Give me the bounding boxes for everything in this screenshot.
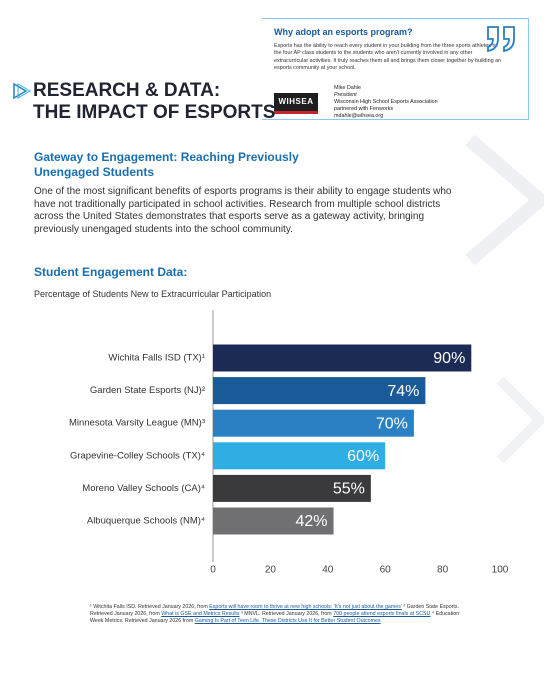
- attribution-line: Mike Dahle: [334, 85, 361, 91]
- section-heading: Student Engagement Data:: [34, 265, 188, 279]
- x-tick-label: 20: [265, 565, 277, 576]
- footnote-link[interactable]: Gaming Is Part of Teen Life. These Distr…: [194, 618, 381, 624]
- bar: [213, 474, 371, 502]
- footnote-text: ¹ Witchita Falls ISD. Retrieved January …: [90, 604, 210, 610]
- value-label: 90%: [433, 350, 465, 367]
- value-label: 60%: [347, 448, 379, 465]
- quote-body: Esports has the ability to reach every s…: [274, 43, 502, 72]
- x-tick-label: 60: [380, 565, 392, 576]
- attribution-line: President: [334, 92, 357, 98]
- value-label: 74%: [387, 383, 419, 400]
- chart-title: Percentage of Students New to Extracurri…: [34, 289, 272, 299]
- category-label: Albuquerque Schools (NM)⁴: [87, 516, 205, 527]
- section-heading: Gateway to Engagement: Reaching Previous…: [34, 150, 299, 179]
- value-label: 55%: [333, 481, 365, 498]
- footnote-text: ² Garden State Esports. Retrieved Januar…: [90, 604, 460, 617]
- bar: [213, 377, 426, 405]
- value-label: 42%: [296, 513, 328, 530]
- quote-icon: [487, 26, 515, 53]
- footnote-link[interactable]: What is GSE and Metrics Results: [161, 611, 240, 617]
- category-label: Minnesota Varsity League (MN)³: [69, 418, 205, 429]
- footnote-link[interactable]: Esports will have room to thrive at new …: [209, 604, 402, 610]
- footnotes: ¹ Witchita Falls ISD. Retrieved January …: [90, 604, 462, 625]
- footnote-link[interactable]: 700 people attend esports finals at SCSU: [333, 611, 431, 617]
- bar: [213, 442, 386, 470]
- paragraph: One of the most significant benefits of …: [34, 186, 452, 235]
- attribution-line: Wisconsin High School Esports Associatio…: [334, 99, 438, 105]
- quote-box: Why adopt an esports program? Esports ha…: [262, 18, 529, 120]
- chart: 0 20 40 60 80 100 Wichita Falls ISD (TX)¹ 90% Ga…: [69, 310, 509, 576]
- x-tick-label: 40: [322, 565, 334, 576]
- attribution-line: mdahle@wihsea.org: [334, 113, 384, 119]
- category-label: Moreno Valley Schools (CA)⁴: [82, 483, 205, 494]
- category-label: Garden State Esports (NJ)²: [90, 385, 205, 396]
- category-label: Wichita Falls ISD (TX)¹: [108, 353, 205, 364]
- bar: [213, 409, 414, 437]
- page-title: RESEARCH & DATA: THE IMPACT OF ESPORTS: [33, 80, 275, 124]
- bar: [213, 344, 472, 372]
- value-label: 70%: [376, 415, 408, 432]
- footnote-text: ⁴ Education Week Metrics. Retrieved Janu…: [90, 611, 460, 624]
- x-tick-label: 100: [492, 565, 509, 576]
- title-line: RESEARCH & DATA:: [33, 80, 221, 101]
- logo: WIHSEA: [274, 93, 318, 114]
- footnote-text: ³ MNVL. Retrieved January 2026, from: [241, 611, 334, 617]
- quote-title: Why adopt an esports program?: [274, 27, 413, 37]
- attribution: Mike Dahle President Wisconsin High Scho…: [334, 85, 438, 120]
- x-tick-label: 80: [437, 565, 449, 576]
- bar: [213, 507, 334, 535]
- category-label: Grapevine-Colley Schools (TX)⁴: [70, 450, 205, 461]
- x-tick-label: 0: [210, 565, 216, 576]
- title-line: THE IMPACT OF ESPORTS: [33, 102, 276, 123]
- attribution-line: partnered with Fenworks: [334, 106, 394, 112]
